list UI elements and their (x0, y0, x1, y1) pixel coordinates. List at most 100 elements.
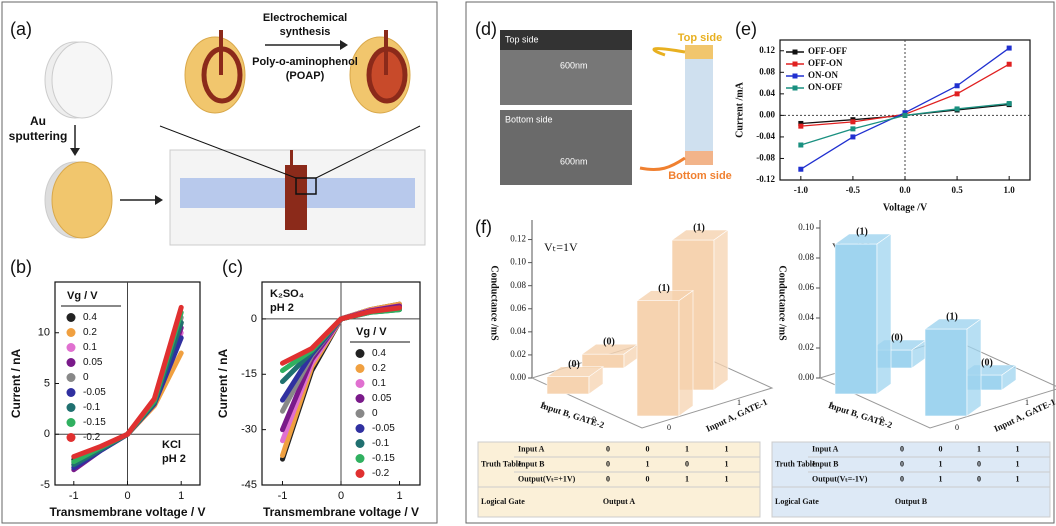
legend-swatch (67, 358, 76, 367)
table-cell: 0 (977, 459, 981, 468)
table-cell: 0 (900, 459, 904, 468)
legend-swatch (793, 50, 798, 55)
y-tick-label: 0.00 (510, 372, 526, 382)
table-cell: Truth Table (775, 459, 816, 468)
legend-label: 0.2 (372, 363, 386, 374)
legend-swatch (67, 373, 76, 382)
legend-swatch (67, 418, 76, 427)
y-tick-label: 0 (251, 313, 257, 325)
legend-swatch (793, 74, 798, 79)
bar (582, 344, 638, 368)
marker (850, 134, 855, 139)
panel-label: (f) (475, 217, 492, 237)
table-cell: 0 (606, 459, 610, 468)
y-tick-label: 5 (44, 377, 50, 389)
marker (850, 119, 855, 124)
table-cell: 1 (1016, 474, 1020, 483)
bar-front (637, 301, 679, 416)
legend-label: OFF-ON (808, 58, 843, 68)
y-tick-label: -45 (241, 479, 257, 491)
schematic-label: Bottom side (668, 170, 732, 182)
legend-label: 0.05 (83, 357, 103, 368)
table-cell: 1 (977, 444, 981, 453)
x-tick-label: -0.5 (846, 185, 861, 195)
table-cell: Truth Table (481, 459, 522, 468)
marker (903, 113, 908, 118)
bar (835, 234, 891, 394)
table-cell: 1 (939, 459, 943, 468)
legend-label: 0.1 (372, 378, 386, 389)
legend-swatch (356, 409, 365, 418)
legend-swatch (356, 394, 365, 403)
y-tick-label: 0.10 (798, 222, 814, 232)
bar (925, 319, 981, 416)
y-tick-label: 0.12 (759, 45, 775, 55)
annotation: pH 2 (270, 302, 294, 314)
x-tick-label: 0 (338, 490, 344, 502)
marker (955, 83, 960, 88)
legend-swatch (356, 364, 365, 373)
bar-front (582, 354, 624, 368)
legend-label: 0.2 (83, 327, 97, 338)
x-tick-label: 0.0 (899, 185, 911, 195)
page: { "panel_labels": ["(a)", "(b)", "(c)", … (0, 0, 1056, 526)
table-cell: 1 (725, 444, 729, 453)
bar-front (547, 377, 589, 394)
scale-label: 600nm (560, 156, 588, 166)
table-cell: Output B (895, 497, 928, 506)
step-label: Poly-o-aminophenol (252, 56, 358, 68)
legend-title: Vg / V (67, 290, 98, 302)
table-cell: 0 (977, 474, 981, 483)
legend-swatch (356, 439, 365, 448)
table-cell: Logical Gate (481, 497, 525, 506)
schematic-label: Top side (678, 32, 722, 44)
y-tick-label: 0.00 (798, 372, 814, 382)
legend-swatch (793, 86, 798, 91)
legend-label: -0.2 (372, 468, 390, 479)
x-axis-label: Transmembrane voltage / V (263, 505, 419, 519)
y-tick-label: 0.00 (759, 109, 775, 119)
table-cell: Input B (812, 459, 839, 468)
legend-swatch (67, 313, 76, 322)
annotation: pH 2 (162, 453, 186, 465)
bar-front (835, 244, 877, 394)
legend-label: -0.05 (372, 423, 395, 434)
y-tick-label: 0.08 (759, 66, 775, 76)
bar-label: (0) (981, 357, 993, 368)
step-label: Electrochemical (263, 12, 347, 24)
y-tick-label: 10 (38, 327, 50, 339)
annotation: K₂SO₄ (270, 288, 304, 300)
y-tick-label: -0.12 (756, 174, 775, 184)
y-axis-label: Current /mA (734, 81, 745, 137)
x-tick-label: -1 (278, 490, 288, 502)
panel-label: (c) (222, 257, 243, 277)
y-tick-label: 0.10 (510, 257, 526, 267)
bar-side (877, 234, 891, 394)
x-tick-label: 0 (124, 490, 130, 502)
scale-label: 600nm (560, 60, 588, 70)
step-label: Au (30, 114, 46, 128)
legend-swatch (356, 379, 365, 388)
legend-swatch (793, 62, 798, 67)
y-tick-label: -0.08 (756, 153, 775, 163)
table-cell: Output A (603, 497, 635, 506)
legend-title: Vg / V (356, 326, 387, 338)
panel-label: (b) (10, 257, 32, 277)
image-label: Top side (505, 34, 539, 44)
table-cell: 0 (606, 474, 610, 483)
table-cell: 1 (725, 474, 729, 483)
x-tick-label: -1 (69, 490, 79, 502)
a-tick-label: 1 (737, 398, 741, 407)
legend-label: -0.15 (83, 417, 106, 428)
table-cell: 0 (939, 444, 943, 453)
y-axis-label: Conductance /mS (489, 265, 500, 341)
marker (798, 167, 803, 172)
x-tick-label: -1.0 (794, 185, 809, 195)
step-label: sputtering (9, 129, 68, 143)
bar (547, 367, 603, 394)
table-cell: 0 (900, 444, 904, 453)
x-tick-label: 0.5 (951, 185, 963, 195)
y-tick-label: 0.02 (510, 349, 526, 359)
table-cell: 1 (646, 459, 650, 468)
y-tick-label: -15 (241, 368, 257, 380)
